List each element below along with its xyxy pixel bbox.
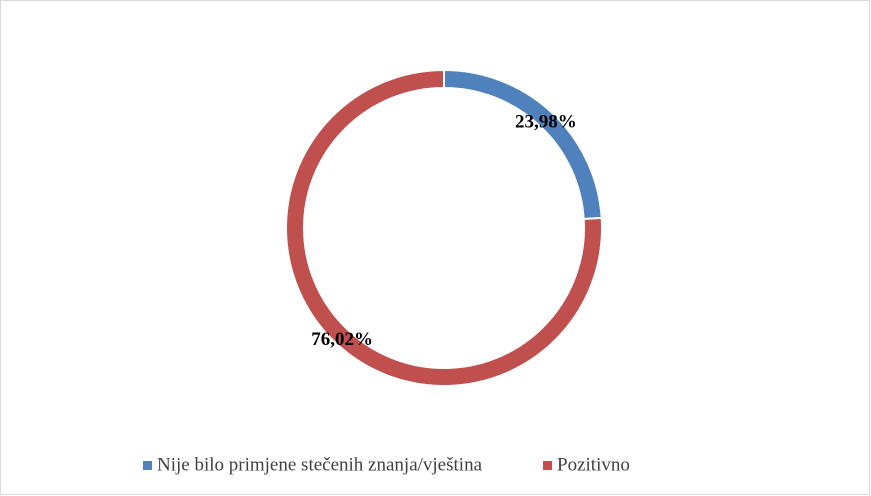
donut-segment xyxy=(285,68,603,387)
value-label: 76,02% xyxy=(311,329,373,350)
legend-swatch xyxy=(543,461,553,470)
legend-label: Pozitivno xyxy=(557,454,630,475)
legend-label: Nije bilo primjene stečenih znanja/vješt… xyxy=(157,454,483,475)
legend-swatch xyxy=(143,461,152,470)
value-label: 23,98% xyxy=(515,112,577,133)
